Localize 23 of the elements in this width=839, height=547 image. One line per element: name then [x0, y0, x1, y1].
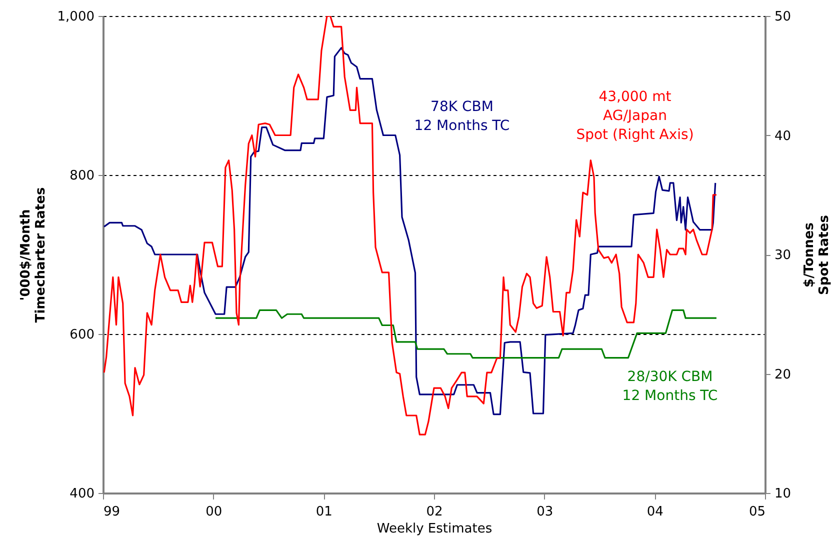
x-tick-label: 04: [646, 504, 664, 520]
y-tick-label: 800: [70, 168, 94, 184]
y2-tick-label: 30: [774, 248, 792, 263]
series-label: 78K CBM 12 Months TC: [414, 99, 510, 134]
y2-axis-title: $/Tonnes Spot Rates: [802, 214, 832, 295]
x-axis-title: Weekly Estimates: [376, 522, 492, 536]
y2-tick-label: 20: [774, 367, 792, 382]
x-tick-label: 02: [426, 504, 443, 520]
y-tick-label: 1,000: [57, 10, 94, 24]
y2-tick-label: 10: [774, 486, 792, 502]
y-tick-label: 600: [70, 328, 94, 342]
x-tick-label: 01: [316, 504, 332, 520]
x-tick-label: 00: [206, 504, 222, 520]
y2-tick-label: 40: [774, 128, 792, 144]
x-tick-label: 03: [536, 504, 554, 520]
y2-tick-label: 50: [774, 10, 792, 24]
line-series: [214, 309, 718, 359]
series-label: 43,000 mt AG/Japan Spot (Right Axis): [576, 89, 694, 143]
x-tick-label: 05: [748, 504, 766, 520]
y-tick-label: 400: [70, 486, 94, 502]
series-label: 28/30K CBM 12 Months TC: [622, 369, 718, 404]
y-axis-title: '000$/Month Timecharter Rates: [18, 187, 48, 323]
x-tick-label: 99: [104, 504, 120, 520]
